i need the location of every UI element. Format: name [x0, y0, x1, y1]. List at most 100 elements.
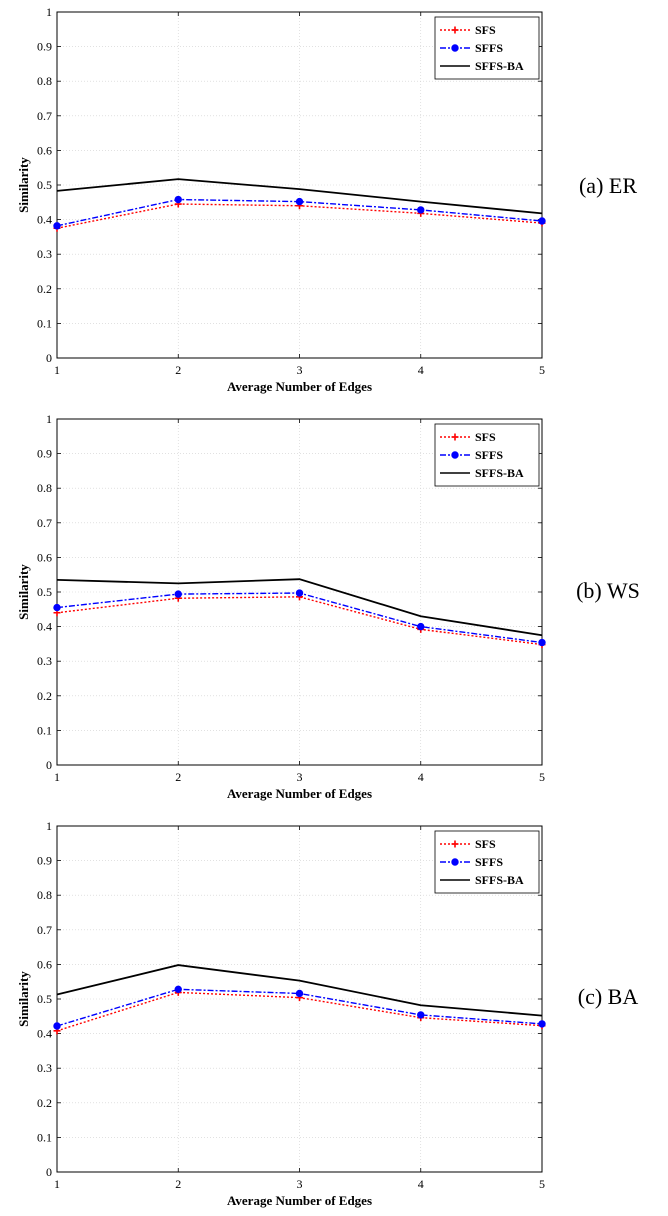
series-line [56, 178, 543, 215]
panel-caption: (c) BA [578, 984, 639, 1009]
y-tick-label: 0 [46, 1165, 52, 1179]
y-tick-label: 0.2 [37, 689, 52, 703]
series-line [56, 578, 543, 637]
legend-label: SFFS [475, 41, 503, 55]
y-tick-label: 0.5 [37, 992, 52, 1006]
y-tick-label: 0.4 [37, 213, 52, 227]
data-point [174, 590, 182, 598]
y-tick-label: 0.6 [37, 550, 52, 564]
y-tick-label: 0.7 [37, 516, 52, 530]
y-tick-label: 0.1 [37, 723, 52, 737]
x-tick-label: 4 [418, 1177, 424, 1191]
data-point [53, 222, 61, 230]
y-tick-label: 0.8 [37, 481, 52, 495]
legend: SFS SFFS SFFS-BA [434, 830, 540, 894]
legend-marker [451, 26, 459, 34]
y-tick-label: 0.5 [37, 178, 52, 192]
series-sffs [53, 985, 546, 1030]
x-axis-label: Average Number of Edges [227, 1193, 372, 1208]
data-point [417, 1011, 425, 1019]
data-point [53, 1022, 61, 1030]
series-sffs [53, 589, 546, 647]
legend-label: SFS [475, 23, 496, 37]
x-tick-label: 5 [539, 363, 545, 377]
x-tick-label: 4 [418, 363, 424, 377]
data-point [53, 603, 61, 612]
data-point [417, 206, 425, 214]
chart-panel-1: 0 0.1 0.2 0.3 0.4 0.5 0.6 0.7 0.8 0.9 1 1 2 3 4 5 Averag… [16, 5, 637, 394]
legend-label: SFFS-BA [475, 59, 524, 73]
series-sffs-ba [56, 964, 543, 1017]
data-point [538, 638, 546, 647]
x-tick-label: 2 [175, 363, 181, 377]
series-sffs [53, 195, 546, 230]
legend-label: SFFS-BA [475, 873, 524, 887]
data-point [174, 195, 182, 204]
y-tick-label: 0.4 [37, 1027, 52, 1041]
data-point [174, 985, 182, 994]
y-axis-label: Similarity [16, 157, 31, 213]
data-point [538, 217, 546, 225]
legend-label: SFFS-BA [475, 466, 524, 480]
x-tick-label: 2 [175, 1177, 181, 1191]
y-tick-label: 0.3 [37, 1061, 52, 1075]
series-line [56, 596, 543, 646]
x-tick-label: 3 [297, 1177, 303, 1191]
y-tick-label: 0.3 [37, 247, 52, 261]
x-axis-label: Average Number of Edges [227, 379, 372, 394]
y-tick-label: 0.7 [37, 109, 52, 123]
y-tick-label: 0 [46, 758, 52, 772]
x-axis-label: Average Number of Edges [227, 786, 372, 801]
legend-label: SFFS [475, 448, 503, 462]
x-tick-label: 1 [54, 770, 60, 784]
y-tick-label: 1 [46, 5, 52, 19]
y-axis-label: Similarity [16, 564, 31, 620]
data-point [295, 589, 304, 597]
y-tick-label: 0.2 [37, 1096, 52, 1110]
y-tick-label: 0.2 [37, 282, 52, 296]
y-tick-label: 0.6 [37, 143, 52, 157]
y-tick-label: 0.4 [37, 620, 52, 634]
x-tick-label: 5 [539, 770, 545, 784]
x-tick-label: 5 [539, 1177, 545, 1191]
legend: SFS SFFS SFFS-BA [434, 16, 540, 80]
x-tick-label: 2 [175, 770, 181, 784]
y-tick-label: 0 [46, 351, 52, 365]
y-tick-label: 0.5 [37, 585, 52, 599]
data-point [295, 197, 304, 206]
panel-caption: (b) WS [576, 578, 640, 603]
legend-marker [451, 840, 459, 848]
legend-marker [451, 433, 459, 441]
x-tick-label: 1 [54, 1177, 60, 1191]
y-tick-label: 1 [46, 819, 52, 833]
data-point [417, 622, 425, 631]
x-tick-label: 3 [297, 770, 303, 784]
chart-panel-3: 0 0.1 0.2 0.3 0.4 0.5 0.6 0.7 0.8 0.9 1 1 2 3 4 5 Averag… [16, 819, 638, 1208]
x-tick-label: 4 [418, 770, 424, 784]
panel-caption: (a) ER [579, 173, 637, 198]
y-tick-label: 0.8 [37, 74, 52, 88]
legend-marker [451, 858, 459, 866]
y-tick-label: 0.1 [37, 316, 52, 330]
x-tick-label: 3 [297, 363, 303, 377]
y-tick-label: 0.8 [37, 888, 52, 902]
y-tick-label: 0.9 [37, 854, 52, 868]
x-tick-label: 1 [54, 363, 60, 377]
chart-panel-2: 0 0.1 0.2 0.3 0.4 0.5 0.6 0.7 0.8 0.9 1 1 2 3 4 5 Averag… [16, 412, 640, 801]
y-axis-label: Similarity [16, 971, 31, 1027]
y-tick-label: 0.6 [37, 957, 52, 971]
series-sffs-ba [56, 578, 543, 637]
series-line [56, 988, 543, 1027]
legend-marker [451, 44, 459, 52]
series-line [56, 964, 543, 1017]
legend-label: SFS [475, 430, 496, 444]
legend: SFS SFFS SFFS-BA [434, 423, 540, 487]
y-tick-label: 0.9 [37, 447, 52, 461]
y-tick-label: 0.3 [37, 654, 52, 668]
series-sffs-ba [56, 178, 543, 215]
legend-label: SFS [475, 837, 496, 851]
data-point [538, 1020, 546, 1028]
y-tick-label: 0.1 [37, 1130, 52, 1144]
y-tick-label: 1 [46, 412, 52, 426]
